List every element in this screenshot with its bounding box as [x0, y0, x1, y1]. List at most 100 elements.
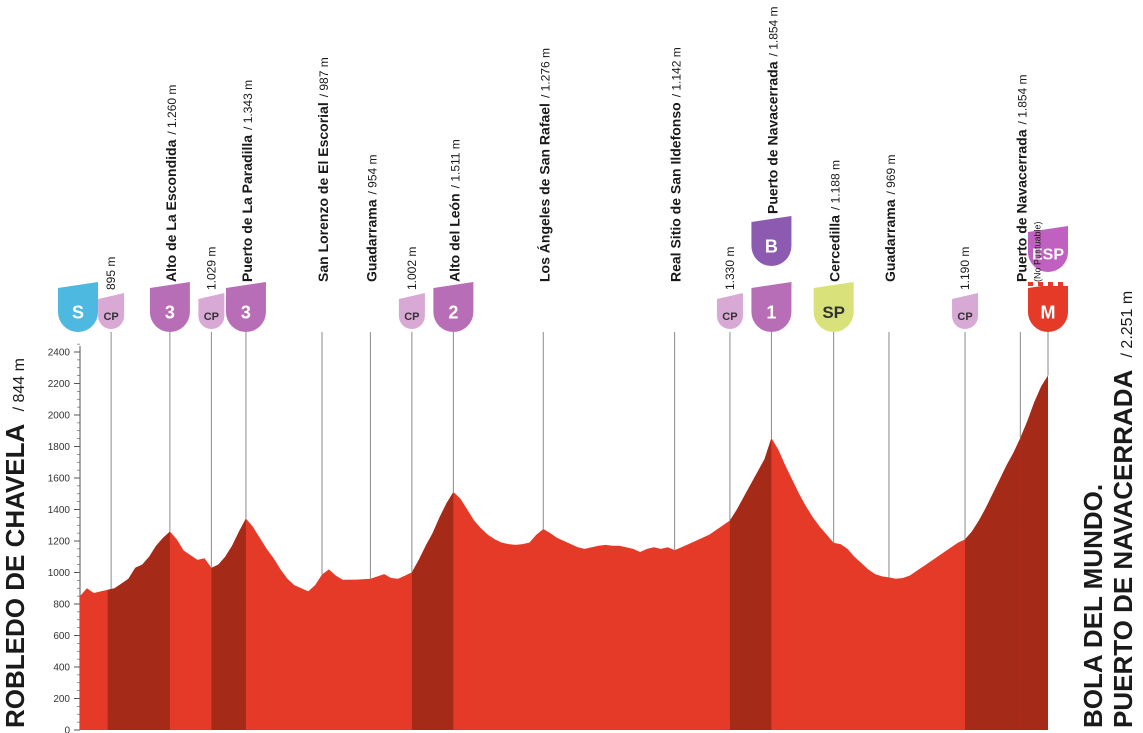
cp-badge-shape: [198, 293, 225, 329]
finish-checker: [1048, 282, 1053, 286]
category-badge: 3: [149, 282, 190, 332]
cp-badge-text: CP: [103, 311, 118, 323]
poi-elev: 1.190 m: [958, 247, 972, 290]
poi-label-text: Puerto de Navacerrada / 1.854 m: [764, 6, 780, 214]
category-badge-shape: [225, 282, 266, 333]
start-label: ROBLEDO DE CHAVELA / 844 m: [0, 358, 30, 728]
sprint-badge-shape: [813, 282, 854, 332]
poi-elev: / 969 m: [884, 154, 898, 194]
finish-checker: [1043, 282, 1048, 286]
climb-segment: [107, 531, 170, 730]
bonus-badge-shape: [751, 216, 792, 266]
poi-label-text: Cercedilla / 1.188 m: [827, 160, 843, 282]
climb-segment: [965, 438, 1021, 730]
y-tick-label: 600: [53, 631, 70, 642]
y-axis: 0 200 400 600 800 1000 1200 1400 1600 1800 2000 220…: [48, 343, 81, 733]
poi-name: Guadarrama: [882, 199, 898, 282]
category-badge: 2: [433, 282, 474, 332]
category-badge-text: 1: [766, 302, 776, 322]
poi-label: 1.330 m: [723, 247, 737, 290]
svg-text:BOLA DEL MUNDO.: BOLA DEL MUNDO.: [1078, 484, 1108, 728]
poi-elev: / 954 m: [365, 154, 379, 194]
poi-elev: 895 m: [104, 257, 118, 290]
category-badge-shape: [751, 282, 792, 332]
finish-badge: M: [1028, 282, 1068, 332]
cp-badge-text: CP: [722, 311, 737, 323]
poi-elev: 1.029 m: [204, 247, 218, 290]
poi-label: Puerto de Navacerrada / 1.854 m (No Puntua…: [1013, 74, 1042, 282]
poi-label: Puerto de Navacerrada / 1.854 m: [764, 6, 780, 214]
cp-badge-text: CP: [204, 311, 219, 323]
cp-badge-text: CP: [404, 311, 419, 323]
poi-elev: / 1.854 m: [1015, 74, 1029, 124]
poi-label: Real Sitio de San Ildefonso / 1.142 m: [668, 47, 684, 282]
poi-label: 895 m: [104, 257, 118, 290]
poi-name: Los Ángeles de San Rafael: [536, 103, 552, 282]
poi-badges: S CP 3 CP 3 CP 2 CP 1 B SP CP M ESP: [58, 216, 1068, 333]
poi-name: Guadarrama: [363, 199, 379, 282]
category-badge-text: 2: [448, 302, 458, 322]
poi-label: Cercedilla / 1.188 m: [827, 160, 843, 282]
poi-elev: / 1.260 m: [165, 85, 179, 135]
poi-label: Guadarrama / 954 m: [363, 154, 379, 282]
poi-label-text: Los Ángeles de San Rafael / 1.276 m: [536, 48, 552, 282]
poi-name: Puerto de La Paradilla: [239, 135, 255, 282]
poi-label-text: Puerto de Navacerrada / 1.854 m: [1013, 74, 1029, 282]
poi-note: (No Puntuable): [1032, 221, 1042, 282]
cp-badge-shape: [398, 293, 425, 329]
svg-text:ROBLEDO DE CHAVELA / 844: ROBLEDO DE CHAVELA / 844 m: [0, 358, 30, 728]
start-badge: S: [58, 282, 98, 332]
cp-badge: CP: [716, 293, 743, 329]
category-badge: 3: [225, 282, 266, 333]
svg-text:PUERTO DE NAVACERRADA /: PUERTO DE NAVACERRADA / 2.251 m: [1108, 291, 1138, 728]
climb-segment: [211, 518, 246, 730]
y-tick-label: 0: [64, 726, 70, 733]
cp-badge: CP: [98, 293, 125, 329]
start-badge-shape: [58, 282, 98, 332]
sprint-badge-text: SP: [822, 303, 845, 322]
poi-name: Alto del León: [446, 193, 462, 282]
poi-label-text: Puerto de La Paradilla / 1.343 m: [239, 80, 255, 282]
finish-checker: [1063, 282, 1068, 286]
poi-elev: 1.330 m: [723, 247, 737, 290]
y-tick-label: 1600: [48, 474, 71, 485]
poi-elev: 1.002 m: [405, 247, 419, 290]
poi-elev: / 1.142 m: [670, 47, 684, 97]
leader-lines: [110, 332, 1049, 590]
finish-checker: [1058, 282, 1063, 286]
poi-elev: / 987 m: [317, 57, 331, 97]
y-tick-label: 1400: [48, 505, 71, 516]
poi-elev: / 1.276 m: [538, 48, 552, 98]
poi-label-text: 1.029 m: [204, 247, 218, 290]
y-tick-label: 200: [53, 694, 70, 705]
poi-elev: / 1.343 m: [241, 80, 255, 130]
cp-badge-text: CP: [957, 311, 972, 323]
poi-elev: / 1.188 m: [829, 160, 843, 210]
start-elev: / 844 m: [11, 358, 28, 411]
y-tick-label: 2400: [48, 348, 71, 359]
cp-badge-shape: [716, 293, 743, 329]
poi-name: Cercedilla: [827, 215, 843, 282]
y-tick-label: 2200: [48, 379, 71, 390]
poi-label-text: Real Sitio de San Ildefonso / 1.142 m: [668, 47, 684, 282]
y-tick-label: 2000: [48, 411, 71, 422]
climb-segment: [411, 492, 454, 730]
finish-line1: BOLA DEL MUNDO.: [1078, 484, 1108, 728]
category-badge-shape: [433, 282, 474, 332]
profile-area: [80, 375, 1048, 730]
poi-label-text: Alto del León / 1.511 m: [446, 139, 462, 282]
poi-label: 1.190 m: [958, 247, 972, 290]
start-name: ROBLEDO DE CHAVELA: [0, 423, 30, 728]
bonus-badge: B: [751, 216, 792, 266]
poi-elev: / 1.511 m: [448, 139, 462, 188]
finish-checker: [1053, 282, 1058, 286]
category-badge-text: 3: [165, 302, 175, 322]
poi-label-text: San Lorenzo de El Escorial / 987 m: [315, 57, 331, 282]
poi-name: Puerto de Navacerrada: [1013, 129, 1029, 282]
cp-badge: CP: [198, 293, 225, 329]
poi-label-text: Guadarrama / 969 m: [882, 154, 898, 282]
y-tick-label: 800: [53, 600, 70, 611]
poi-label: San Lorenzo de El Escorial / 987 m: [315, 57, 331, 282]
poi-label: Puerto de La Paradilla / 1.343 m: [239, 80, 255, 282]
